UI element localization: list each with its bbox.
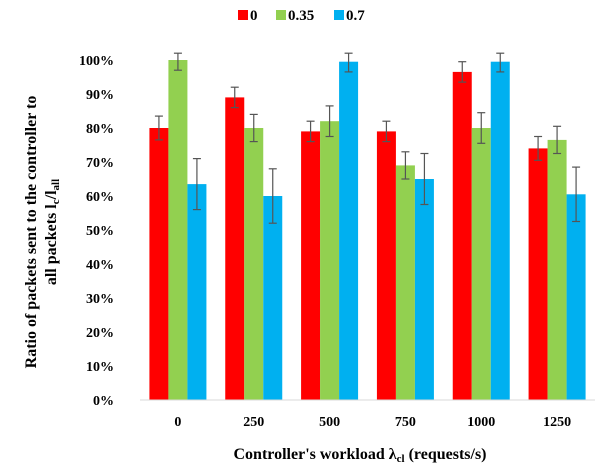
y-tick-label: 30% [86,292,114,307]
bar [452,71,472,401]
x-axis-title-prefix: Controller's workload [234,446,389,463]
legend-label: 0.35 [288,8,314,24]
bars [149,60,586,401]
y-axis-title: Ratio of packets sent to the controller … [23,96,62,369]
bar [149,128,169,400]
y-axis-slash: / [43,194,60,200]
x-tick-label: 500 [319,415,340,430]
legend-swatch [276,10,286,20]
bar [244,128,264,400]
bar [225,97,245,401]
y-axis-l2-sub: all [50,179,62,191]
x-axis-title-subscript: cl [397,453,405,465]
bar [263,196,283,400]
legend-label: 0 [250,8,258,24]
bar [187,184,207,400]
y-tick-labels: 0% 10% 20% 30% 40% 50% 60% 70% 80% 90% 100% [79,54,114,409]
y-axis-title-line2: all packets lc/lall [43,179,62,285]
bar [528,148,548,400]
y-tick-label: 90% [86,88,114,103]
bar [547,139,567,400]
legend-label: 0.7 [346,8,365,24]
x-axis-title-suffix: (requests/s) [405,446,487,463]
y-tick-label: 20% [86,326,114,341]
bar [490,61,510,400]
y-axis-l2: l [43,190,60,195]
x-axis-title-symbol: λ [389,446,397,463]
x-tick-label: 250 [243,415,264,430]
y-tick-label: 60% [86,190,114,205]
x-axis-title: Controller's workload λcl (requests/s) [234,446,487,465]
y-axis-l1: l [43,204,60,209]
bar [301,131,321,400]
bar [566,194,586,400]
bar [376,131,396,400]
x-tick-label: 750 [395,415,416,430]
y-tick-label: 0% [93,394,114,409]
y-axis-title-line1: Ratio of packets sent to the controller … [23,96,40,369]
bar [414,179,434,400]
bar [168,60,188,400]
y-tick-label: 40% [86,258,114,273]
x-tick-label: 1250 [543,415,571,430]
error-bars [154,52,581,224]
legend-swatch [334,10,344,20]
y-axis-l1-sub: c [50,199,62,204]
y-tick-label: 70% [86,156,114,171]
bar [320,121,340,400]
y-tick-label: 50% [86,224,114,239]
x-tick-label: 1000 [467,415,495,430]
y-axis-title-line2-prefix: all packets [43,209,60,285]
legend: 0 0.35 0.7 [238,8,365,24]
y-tick-label: 80% [86,122,114,137]
y-tick-label: 10% [86,360,114,375]
bar [395,165,415,400]
bar [471,128,491,400]
bar [339,61,359,400]
y-tick-label: 100% [79,54,114,69]
x-tick-label: 0 [174,415,181,430]
legend-swatch [238,10,248,20]
x-tick-labels: 0 250 500 750 1000 1250 [174,415,571,430]
